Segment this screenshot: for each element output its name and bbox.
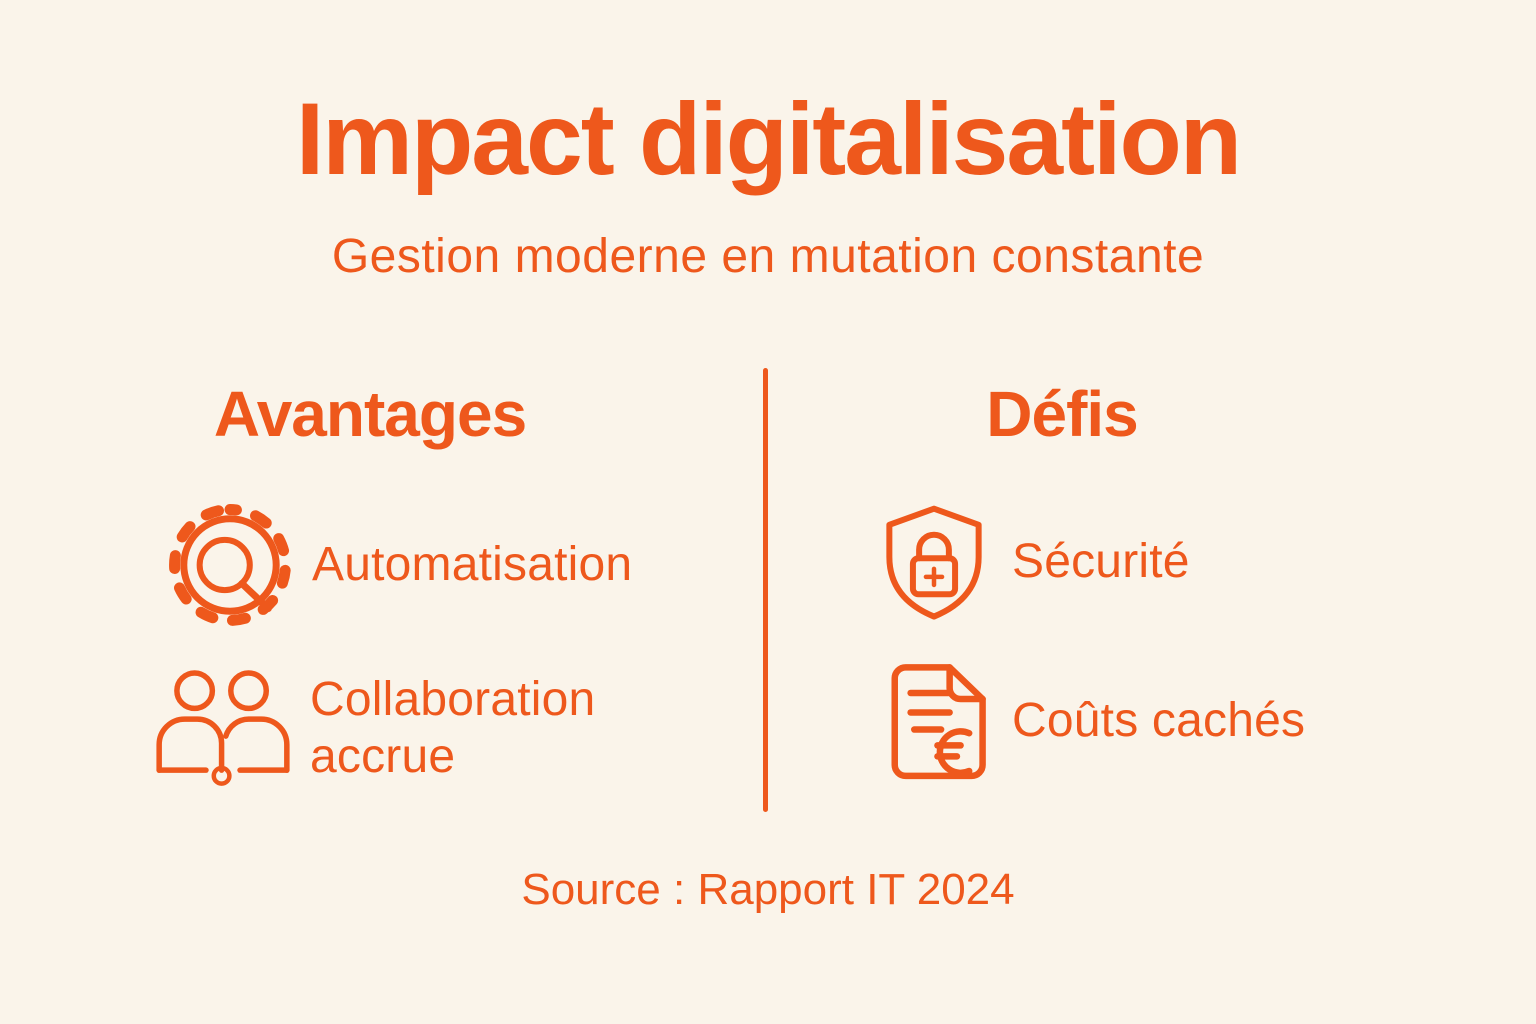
item-label: Sécurité bbox=[1012, 534, 1190, 588]
list-item-collaboration: Collaboration accrue bbox=[152, 668, 650, 790]
list-item-costs: Coûts cachés bbox=[874, 657, 1305, 785]
challenges-heading: Défis bbox=[986, 378, 1139, 450]
document-euro-icon bbox=[874, 657, 996, 785]
advantages-heading: Avantages bbox=[213, 378, 527, 450]
column-divider bbox=[763, 368, 768, 812]
item-label: Collaboration accrue bbox=[310, 673, 596, 783]
source-note: Source : Rapport IT 2024 bbox=[521, 865, 1015, 914]
page-subtitle: Gestion moderne en mutation constante bbox=[331, 230, 1205, 283]
shield-lock-icon bbox=[872, 497, 996, 627]
item-label: Automatisation bbox=[312, 537, 633, 591]
people-icon bbox=[152, 668, 294, 790]
page-title: Impact digitalisation bbox=[295, 82, 1242, 196]
list-item-automation: Automatisation bbox=[164, 497, 632, 633]
gear-magnifier-icon bbox=[164, 497, 296, 633]
item-label: Coûts cachés bbox=[1012, 693, 1306, 747]
list-item-security: Sécurité bbox=[872, 497, 1190, 627]
